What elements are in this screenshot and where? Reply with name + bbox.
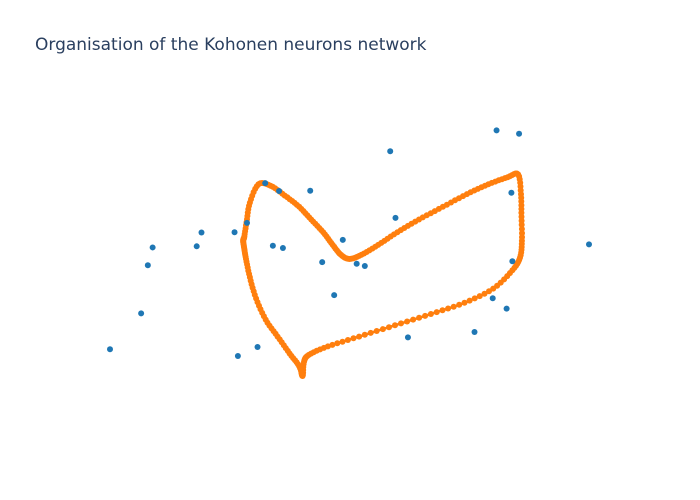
neuron-point [361,331,368,338]
neuron-point [461,299,468,306]
input-points-layer [107,127,592,360]
input-point [489,295,496,302]
input-point [279,245,286,252]
neuron-point [356,333,363,340]
neuron-point [445,305,452,312]
input-point [193,243,200,250]
chart-title: Organisation of the Kohonen neurons netw… [35,35,427,55]
input-point [331,292,338,299]
neuron-point [392,322,398,329]
input-point [404,334,411,341]
neuron-point [404,318,411,325]
input-point [471,329,478,336]
neuron-point [471,295,478,302]
neuron-point [466,297,473,304]
input-point [144,262,151,269]
input-point [231,229,238,236]
input-point [392,214,399,221]
input-point [361,263,368,270]
neuron-point [373,328,380,334]
input-point [254,343,261,350]
input-point [276,188,283,195]
plot-area [107,127,592,379]
neuron-point [367,329,374,336]
input-point [149,244,156,251]
input-point [269,242,276,249]
input-point [339,236,346,243]
input-point [508,189,515,196]
input-point [307,187,314,194]
neuron-point [379,326,386,333]
input-point [262,180,269,187]
neuron-point [476,293,483,300]
input-point [353,260,360,267]
neuron-point [439,307,446,314]
neuron-point [350,335,357,342]
neuron-point [486,288,492,295]
input-point [234,353,241,360]
neuron-point [481,290,488,297]
neuron-point [456,301,463,308]
input-point [243,219,250,226]
input-point [198,229,205,236]
input-point [509,258,516,265]
neuron-point [433,309,440,316]
neuron-point [410,316,417,323]
input-point [107,346,113,353]
input-point [493,127,500,134]
input-point [503,305,510,312]
input-point [586,241,592,248]
input-point [516,130,523,137]
neuron-point [241,234,248,241]
input-point [138,310,145,317]
neuron-point [386,324,392,331]
neuron-point [339,338,346,345]
input-point [319,259,326,266]
neuron-point [344,337,351,343]
neuron-point [422,312,429,319]
input-point [387,148,394,155]
neuron-point [427,311,434,317]
neuron-point [334,340,341,347]
neuron-network-layer [240,170,525,379]
neuron-point [398,320,404,327]
neuron-point [450,303,457,310]
neuron-point [416,314,423,321]
